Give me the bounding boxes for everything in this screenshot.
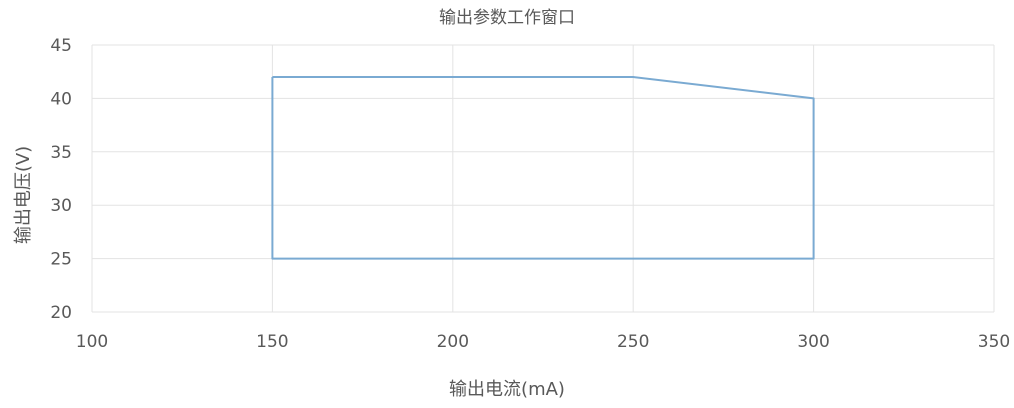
chart-title: 输出参数工作窗口 xyxy=(439,8,575,28)
x-tick-label: 100 xyxy=(76,332,108,352)
x-tick-label: 350 xyxy=(978,332,1010,352)
x-tick-label: 300 xyxy=(797,332,829,352)
y-axis-ticks: 20 25 30 35 40 45 xyxy=(50,36,72,323)
y-tick-label: 25 xyxy=(50,250,72,270)
grid-lines xyxy=(91,44,995,313)
x-tick-label: 200 xyxy=(437,332,469,352)
y-axis-label: 输出电压(V) xyxy=(13,145,34,245)
y-tick-label: 20 xyxy=(50,303,72,323)
series-line xyxy=(271,76,815,260)
x-axis-label: 输出电流(mA) xyxy=(449,379,565,400)
x-tick-label: 250 xyxy=(617,332,649,352)
y-tick-label: 30 xyxy=(50,196,72,216)
x-axis-ticks: 100 150 200 250 300 350 xyxy=(76,332,1010,352)
series-layer xyxy=(271,76,815,260)
y-tick-label: 40 xyxy=(50,89,72,109)
y-tick-label: 45 xyxy=(50,36,72,56)
y-tick-label: 35 xyxy=(50,143,72,163)
x-tick-label: 150 xyxy=(256,332,288,352)
